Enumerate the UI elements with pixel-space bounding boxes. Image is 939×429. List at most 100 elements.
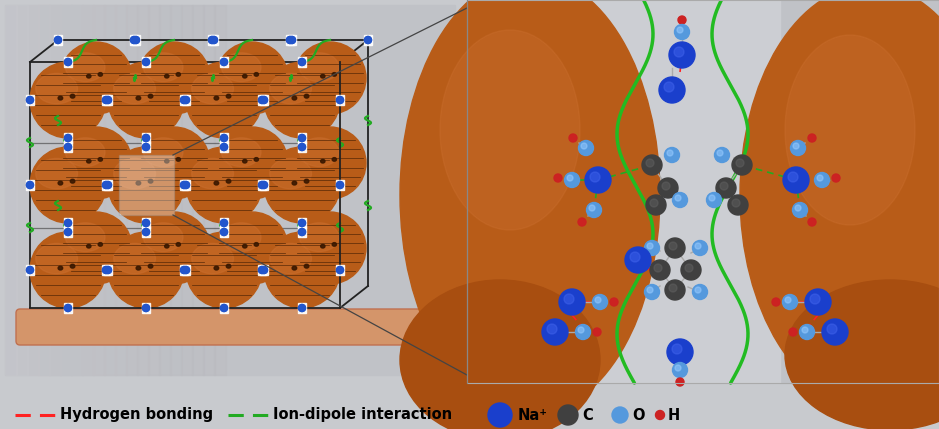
Bar [64, 133, 72, 143]
Circle shape [65, 135, 71, 142]
Circle shape [716, 178, 736, 198]
Circle shape [260, 181, 268, 188]
Circle shape [581, 143, 587, 149]
Ellipse shape [36, 158, 78, 189]
Circle shape [678, 16, 686, 24]
Circle shape [564, 294, 574, 304]
Circle shape [650, 260, 670, 280]
Circle shape [802, 327, 808, 333]
Circle shape [672, 193, 687, 208]
Circle shape [221, 220, 227, 227]
Circle shape [26, 97, 34, 103]
Circle shape [180, 181, 188, 188]
Circle shape [612, 407, 628, 423]
Circle shape [65, 135, 71, 142]
Ellipse shape [148, 179, 153, 183]
Circle shape [822, 319, 848, 345]
Circle shape [260, 266, 268, 274]
Bar [258, 180, 266, 190]
Circle shape [788, 172, 798, 182]
Bar [142, 303, 150, 313]
Ellipse shape [214, 96, 219, 100]
Circle shape [578, 141, 593, 155]
Ellipse shape [60, 42, 132, 114]
Ellipse shape [136, 181, 141, 185]
Bar [5, 5, 455, 375]
Bar [132, 35, 140, 45]
Circle shape [143, 58, 149, 66]
Circle shape [143, 229, 149, 236]
Circle shape [736, 159, 744, 167]
Ellipse shape [294, 212, 366, 284]
Bar [467, 0, 939, 383]
Circle shape [288, 36, 296, 43]
Circle shape [558, 405, 578, 425]
Circle shape [221, 305, 227, 311]
Circle shape [695, 287, 701, 293]
Circle shape [221, 143, 227, 151]
Circle shape [590, 172, 600, 182]
Ellipse shape [264, 232, 340, 308]
Circle shape [102, 266, 110, 274]
Circle shape [669, 284, 677, 292]
Ellipse shape [332, 157, 336, 161]
Circle shape [299, 220, 305, 227]
Bar [49, 5, 61, 375]
Circle shape [221, 58, 227, 66]
Circle shape [143, 135, 149, 142]
Circle shape [104, 97, 112, 103]
Circle shape [610, 298, 618, 306]
Circle shape [793, 143, 799, 149]
Circle shape [715, 148, 730, 163]
Bar [64, 303, 72, 313]
Circle shape [258, 266, 266, 274]
Circle shape [102, 266, 110, 274]
Circle shape [595, 297, 601, 303]
Ellipse shape [214, 181, 219, 185]
Ellipse shape [292, 96, 297, 100]
Bar [286, 35, 294, 45]
Circle shape [593, 294, 608, 309]
Ellipse shape [86, 74, 91, 78]
Circle shape [720, 182, 728, 190]
Circle shape [488, 403, 512, 427]
Circle shape [659, 77, 685, 103]
Bar [102, 265, 110, 275]
Circle shape [576, 324, 591, 339]
Ellipse shape [320, 74, 325, 78]
Circle shape [180, 266, 188, 274]
Circle shape [221, 220, 227, 227]
Circle shape [585, 167, 611, 193]
Circle shape [728, 195, 748, 215]
Ellipse shape [294, 42, 366, 114]
Bar [220, 227, 228, 237]
Circle shape [732, 155, 752, 175]
Circle shape [810, 294, 820, 304]
Ellipse shape [226, 179, 231, 183]
Bar [38, 5, 50, 375]
FancyBboxPatch shape [16, 309, 432, 345]
Circle shape [143, 143, 149, 151]
Circle shape [578, 218, 586, 226]
Ellipse shape [222, 53, 261, 82]
Circle shape [143, 305, 149, 311]
Circle shape [102, 97, 110, 103]
Bar [258, 265, 266, 275]
Bar [180, 265, 188, 275]
Circle shape [258, 266, 266, 274]
Bar [220, 218, 228, 228]
Circle shape [669, 42, 695, 68]
Bar [104, 180, 112, 190]
Circle shape [675, 195, 681, 201]
Ellipse shape [254, 243, 258, 246]
Circle shape [554, 174, 562, 182]
Bar [0, 383, 939, 429]
Circle shape [677, 27, 683, 33]
Circle shape [647, 243, 653, 249]
Ellipse shape [144, 53, 183, 82]
Circle shape [286, 36, 294, 43]
Bar [27, 5, 39, 375]
Bar [104, 95, 112, 105]
Ellipse shape [99, 73, 102, 76]
Bar [336, 180, 344, 190]
